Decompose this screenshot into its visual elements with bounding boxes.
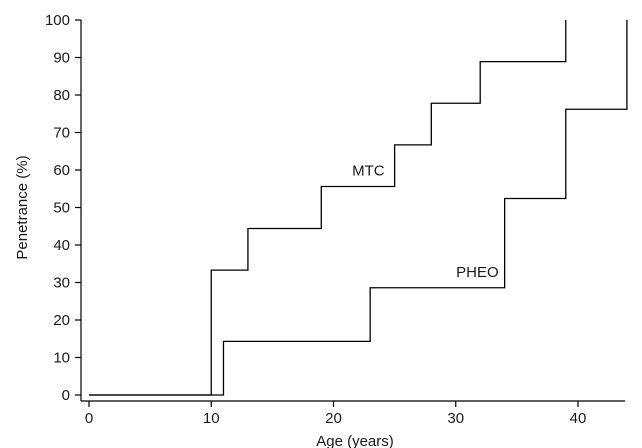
y-tick-label: 20: [53, 312, 70, 329]
axes: 0 10 20 30 40 50 60 70 80 90 100 0 10 20 30 40: [45, 12, 625, 427]
y-tick-label: 80: [53, 87, 70, 104]
series-group: MTC PHEO: [89, 20, 628, 396]
y-tick-label: 50: [53, 200, 70, 217]
series-line-mtc: [89, 20, 567, 396]
series-line-pheo: [89, 20, 628, 396]
x-tick-label: 20: [325, 410, 342, 427]
x-axis-title: Age (years): [316, 433, 394, 448]
x-tick-label: 0: [85, 410, 93, 427]
y-tick-label: 30: [53, 275, 70, 292]
series-label-pheo: PHEO: [456, 264, 499, 281]
y-tick-label: 100: [45, 12, 70, 29]
x-tick-label: 30: [447, 410, 464, 427]
x-tick-label: 10: [203, 410, 220, 427]
y-tick-label: 70: [53, 125, 70, 142]
x-tick-label: 40: [570, 410, 587, 427]
y-tick-label: 40: [53, 237, 70, 254]
y-tick-label: 0: [62, 387, 70, 404]
y-tick-label: 10: [53, 350, 70, 367]
y-tick-label: 60: [53, 162, 70, 179]
series-label-mtc: MTC: [352, 163, 385, 180]
y-axis-title: Penetrance (%): [14, 155, 31, 259]
y-tick-label: 90: [53, 50, 70, 67]
